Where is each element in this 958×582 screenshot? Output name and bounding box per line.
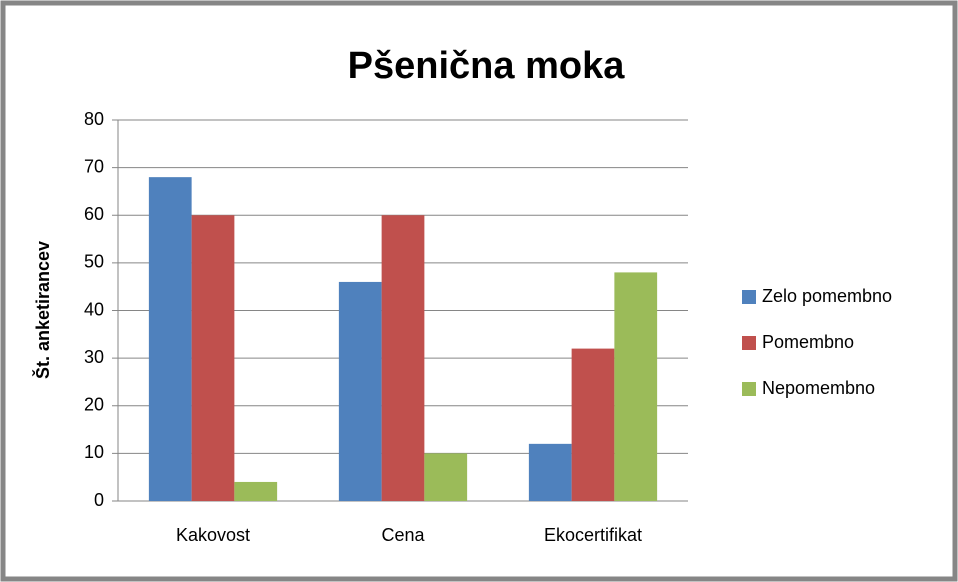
y-tick-label: 80 bbox=[84, 109, 104, 129]
legend-label: Nepomembno bbox=[762, 378, 875, 398]
y-tick-label: 60 bbox=[84, 204, 104, 224]
y-tick-label: 30 bbox=[84, 347, 104, 367]
bar bbox=[234, 481, 278, 501]
y-tick-label: 50 bbox=[84, 252, 104, 272]
x-tick-label: Ekocertifikat bbox=[544, 525, 642, 545]
bar bbox=[528, 443, 572, 501]
x-tick-label: Kakovost bbox=[176, 525, 250, 545]
bar bbox=[381, 215, 425, 501]
legend-label: Pomembno bbox=[762, 332, 854, 352]
y-axis-label: Št. anketirancev bbox=[32, 241, 53, 379]
legend-swatch bbox=[742, 382, 756, 396]
bar bbox=[148, 177, 192, 501]
legend-label: Zelo pomembno bbox=[762, 286, 892, 306]
y-tick-label: 0 bbox=[94, 490, 104, 510]
bar bbox=[424, 453, 468, 501]
y-tick-label: 10 bbox=[84, 442, 104, 462]
y-tick-label: 70 bbox=[84, 156, 104, 176]
legend-swatch bbox=[742, 290, 756, 304]
bar bbox=[614, 272, 658, 501]
y-tick-label: 40 bbox=[84, 299, 104, 319]
chart-title: Pšenična moka bbox=[348, 45, 626, 87]
legend-swatch bbox=[742, 336, 756, 350]
y-tick-label: 20 bbox=[84, 395, 104, 415]
bar bbox=[571, 348, 615, 501]
bar bbox=[338, 281, 382, 501]
bar bbox=[191, 215, 235, 501]
x-tick-label: Cena bbox=[381, 525, 425, 545]
